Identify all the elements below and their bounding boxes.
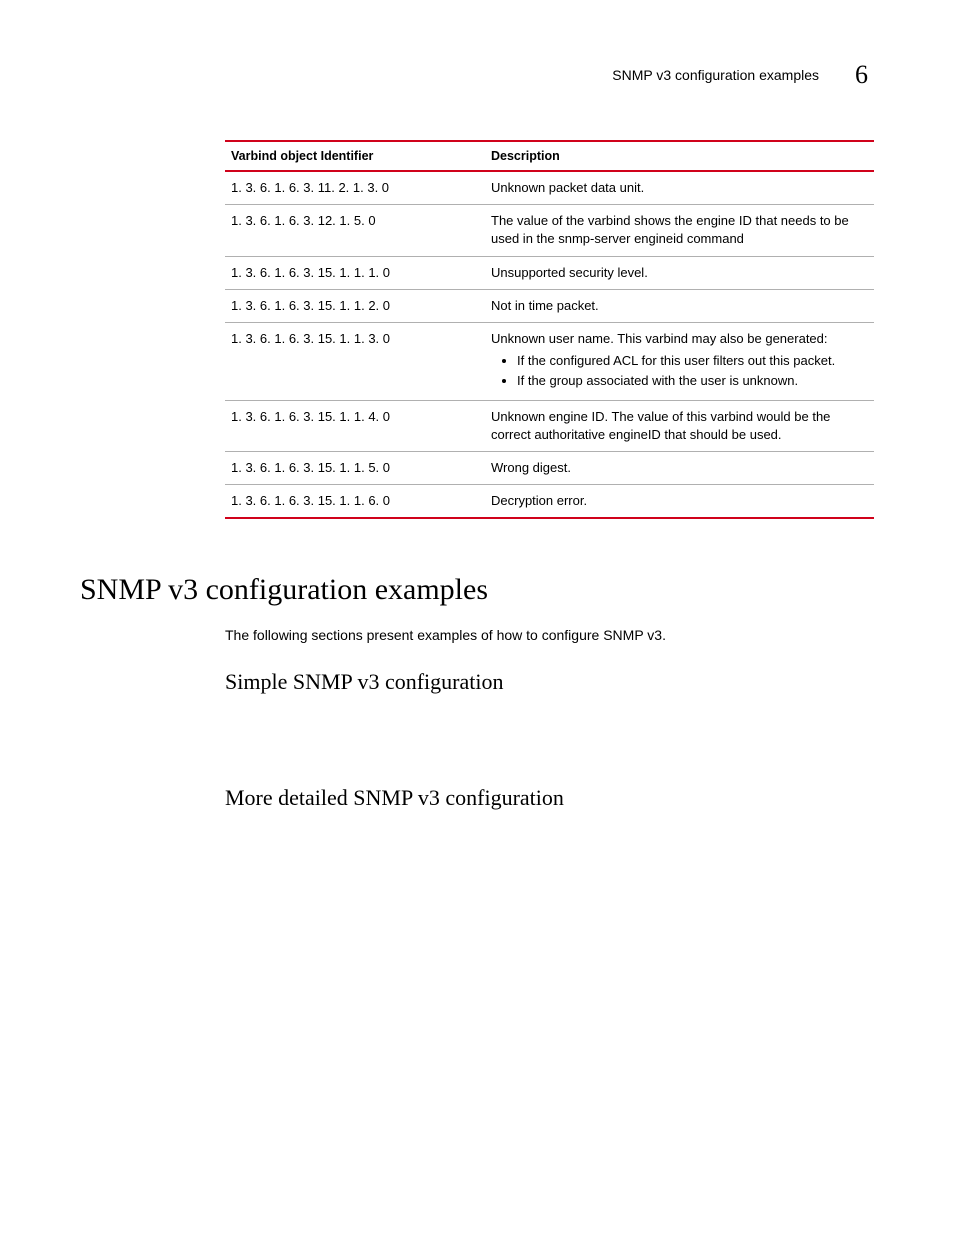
section-title: SNMP v3 configuration examples: [80, 573, 874, 607]
col-header-oid: Varbind object Identifier: [225, 141, 485, 171]
description-text: Decryption error.: [491, 493, 587, 508]
intro-paragraph: The following sections present examples …: [225, 627, 874, 643]
description-text: Not in time packet.: [491, 298, 599, 313]
table-row: 1. 3. 6. 1. 6. 3. 11. 2. 1. 3. 0 Unknown …: [225, 171, 874, 205]
cell-description: Not in time packet.: [485, 289, 874, 322]
section-body: The following sections present examples …: [225, 627, 874, 811]
running-header-title: SNMP v3 configuration examples: [612, 67, 819, 83]
cell-description: Unknown user name. This varbind may also…: [485, 322, 874, 400]
cell-description: Wrong digest.: [485, 451, 874, 484]
table-row: 1. 3. 6. 1. 6. 3. 15. 1. 1. 5. 0 Wrong di…: [225, 451, 874, 484]
cell-description: Unknown packet data unit.: [485, 171, 874, 205]
description-bullets: If the configured ACL for this user filt…: [491, 352, 868, 390]
col-header-desc: Description: [485, 141, 874, 171]
cell-description: Decryption error.: [485, 485, 874, 519]
cell-oid: 1. 3. 6. 1. 6. 3. 15. 1. 1. 5. 0: [225, 451, 485, 484]
description-text: Wrong digest.: [491, 460, 571, 475]
table-row: 1. 3. 6. 1. 6. 3. 15. 1. 1. 3. 0 Unknown …: [225, 322, 874, 400]
running-header: SNMP v3 configuration examples 6: [80, 60, 874, 90]
bullet-item: If the configured ACL for this user filt…: [517, 352, 868, 370]
table-header-row: Varbind object Identifier Description: [225, 141, 874, 171]
table-row: 1. 3. 6. 1. 6. 3. 15. 1. 1. 1. 0 Unsuppor…: [225, 256, 874, 289]
cell-oid: 1. 3. 6. 1. 6. 3. 15. 1. 1. 4. 0: [225, 400, 485, 451]
cell-description: Unsupported security level.: [485, 256, 874, 289]
table-row: 1. 3. 6. 1. 6. 3. 15. 1. 1. 2. 0 Not in t…: [225, 289, 874, 322]
table-row: 1. 3. 6. 1. 6. 3. 12. 1. 5. 0The value o…: [225, 205, 874, 256]
cell-description: The value of the varbind shows the engin…: [485, 205, 874, 256]
cell-oid: 1. 3. 6. 1. 6. 3. 15. 1. 1. 3. 0: [225, 322, 485, 400]
table-block: Varbind object Identifier Description 1.…: [225, 140, 874, 519]
cell-oid: 1. 3. 6. 1. 6. 3. 15. 1. 1. 6. 0: [225, 485, 485, 519]
description-text: Unsupported security level.: [491, 265, 648, 280]
description-text: Unknown engine ID. The value of this var…: [491, 409, 830, 442]
chapter-number: 6: [855, 60, 868, 90]
document-page: SNMP v3 configuration examples 6 Varbind…: [0, 0, 954, 961]
table-body: 1. 3. 6. 1. 6. 3. 11. 2. 1. 3. 0 Unknown …: [225, 171, 874, 518]
description-text: The value of the varbind shows the engin…: [491, 213, 849, 246]
description-text: Unknown user name. This varbind may also…: [491, 331, 828, 346]
cell-oid: 1. 3. 6. 1. 6. 3. 11. 2. 1. 3. 0: [225, 171, 485, 205]
bullet-item: If the group associated with the user is…: [517, 372, 868, 390]
description-text: Unknown packet data unit.: [491, 180, 644, 195]
subsection-heading: Simple SNMP v3 configuration: [225, 669, 874, 695]
cell-description: Unknown engine ID. The value of this var…: [485, 400, 874, 451]
table-row: 1. 3. 6. 1. 6. 3. 15. 1. 1. 4. 0Unknown …: [225, 400, 874, 451]
cell-oid: 1. 3. 6. 1. 6. 3. 15. 1. 1. 1. 0: [225, 256, 485, 289]
subsection-heading: More detailed SNMP v3 configuration: [225, 785, 874, 811]
cell-oid: 1. 3. 6. 1. 6. 3. 12. 1. 5. 0: [225, 205, 485, 256]
varbind-table: Varbind object Identifier Description 1.…: [225, 140, 874, 519]
table-row: 1. 3. 6. 1. 6. 3. 15. 1. 1. 6. 0 Decrypti…: [225, 485, 874, 519]
cell-oid: 1. 3. 6. 1. 6. 3. 15. 1. 1. 2. 0: [225, 289, 485, 322]
